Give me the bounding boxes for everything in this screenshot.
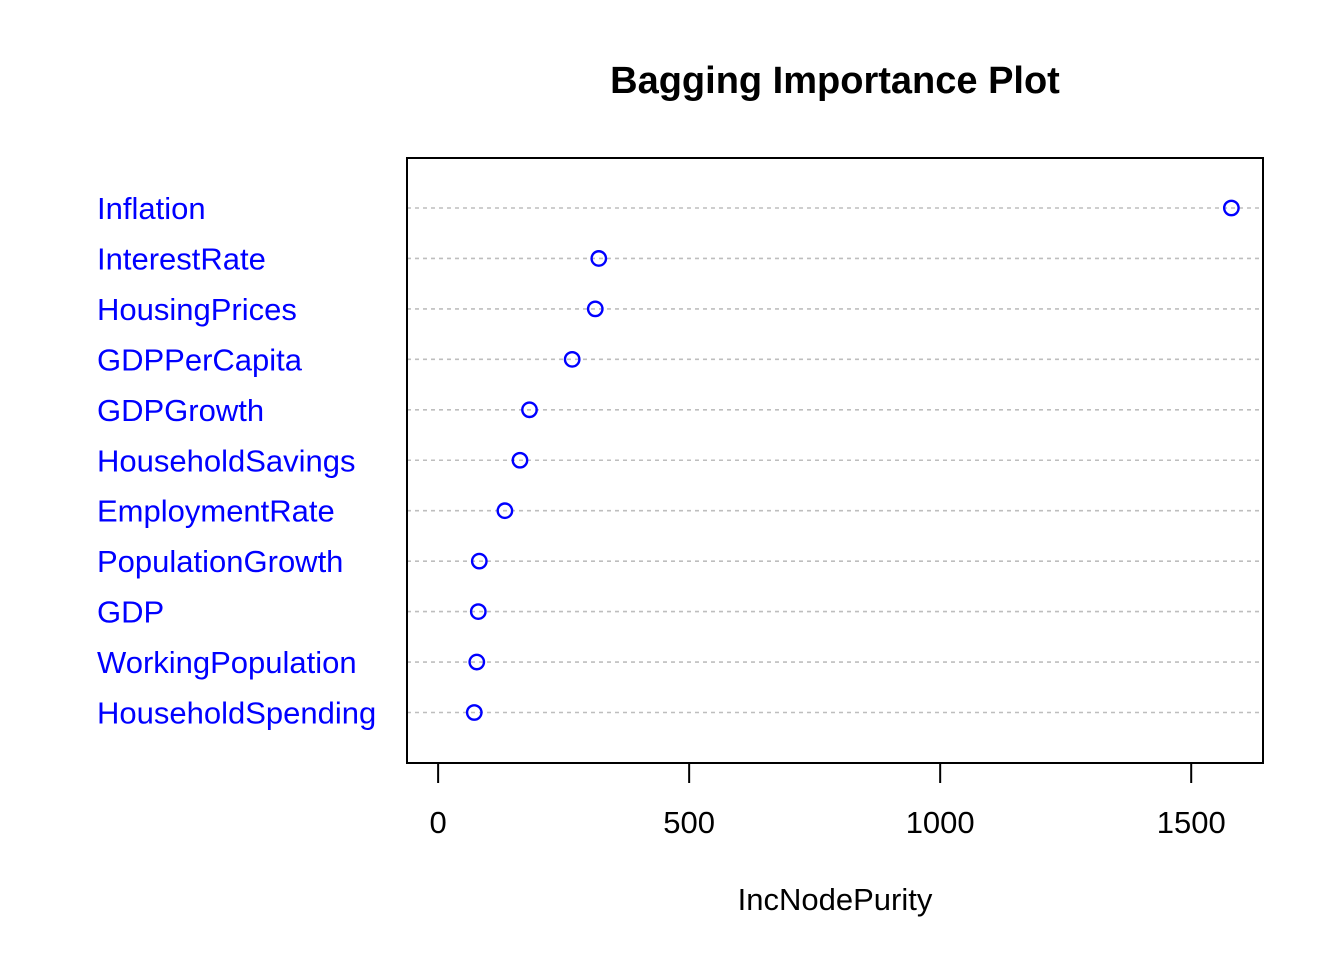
category-label-gdp: GDP (97, 595, 164, 630)
category-label-gdpgrowth: GDPGrowth (97, 393, 264, 428)
data-point-population-growth (470, 552, 488, 570)
category-label-interest-rate: InterestRate (97, 241, 266, 276)
x-axis-title: IncNodePurity (738, 882, 933, 917)
data-point-employment-rate (496, 502, 514, 520)
category-label-household-spending: HouseholdSpending (97, 696, 376, 731)
data-point-household-spending (465, 704, 483, 721)
data-point-household-savings (511, 451, 529, 469)
category-labels: Inflation InterestRate HousingPrices GDPPer… (97, 191, 376, 731)
grid-lines (407, 207, 1263, 714)
x-axis: 0 500 1000 1500 (430, 762, 1226, 840)
category-label-housing-prices: HousingPrices (97, 292, 297, 327)
data-points (465, 199, 1240, 721)
data-point-working-population (468, 653, 486, 671)
category-label-working-population: WorkingPopulation (97, 645, 357, 680)
data-point-gdp (469, 603, 487, 620)
data-point-gdpper-capita (563, 350, 581, 368)
category-label-population-growth: PopulationGrowth (97, 544, 343, 579)
category-label-inflation: Inflation (97, 191, 206, 226)
category-label-household-savings: HouseholdSavings (97, 443, 356, 478)
chart-title: Bagging Importance Plot (610, 60, 1060, 102)
data-point-housing-prices (586, 300, 604, 318)
x-tick-label-0: 0 (430, 805, 447, 840)
category-label-employment-rate: EmploymentRate (97, 494, 335, 529)
data-point-interest-rate (590, 250, 608, 267)
category-label-gdpper-capita: GDPPerCapita (97, 342, 303, 377)
x-tick-label-1000: 1000 (906, 805, 975, 840)
x-tick-label-1500: 1500 (1157, 805, 1226, 840)
x-tick-label-500: 500 (663, 805, 715, 840)
data-point-inflation (1222, 199, 1240, 217)
data-point-gdpgrowth (521, 401, 538, 419)
